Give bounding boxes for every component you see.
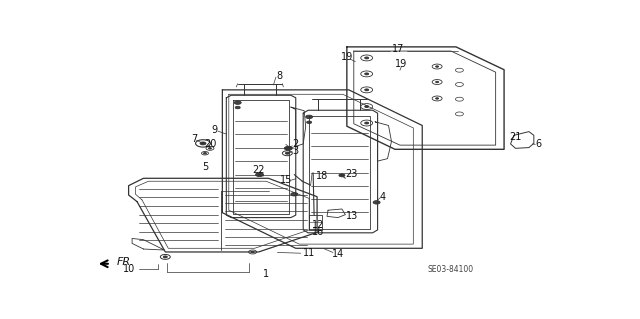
Circle shape [373, 201, 380, 204]
Text: FR.: FR. [116, 257, 134, 267]
Circle shape [365, 89, 369, 91]
Circle shape [236, 106, 240, 109]
Circle shape [307, 121, 312, 123]
Text: 13: 13 [346, 211, 358, 221]
Text: 19: 19 [396, 59, 408, 69]
Text: 2: 2 [292, 139, 299, 149]
Text: 16: 16 [312, 227, 324, 237]
Circle shape [339, 174, 345, 177]
Circle shape [255, 173, 264, 177]
Text: 18: 18 [316, 171, 328, 181]
Circle shape [234, 101, 241, 104]
Text: 8: 8 [276, 70, 282, 81]
Text: 5: 5 [202, 162, 208, 172]
Text: 14: 14 [332, 249, 344, 259]
Circle shape [209, 148, 211, 149]
Text: 23: 23 [346, 169, 358, 179]
Circle shape [285, 152, 289, 154]
Circle shape [436, 81, 438, 83]
Text: 15: 15 [280, 175, 292, 185]
Circle shape [365, 57, 369, 59]
Circle shape [284, 146, 292, 150]
Circle shape [200, 142, 206, 145]
Text: 17: 17 [392, 44, 404, 54]
Circle shape [163, 256, 167, 258]
Text: 4: 4 [380, 192, 386, 202]
Text: 12: 12 [312, 220, 324, 230]
Circle shape [436, 98, 438, 99]
Circle shape [306, 115, 312, 119]
Text: 20: 20 [204, 139, 216, 149]
Circle shape [365, 73, 369, 75]
Text: 10: 10 [122, 264, 135, 274]
Circle shape [291, 193, 298, 196]
Text: 7: 7 [191, 134, 197, 144]
Text: 21: 21 [509, 132, 522, 142]
Circle shape [436, 66, 438, 67]
Circle shape [365, 122, 369, 124]
Text: 3: 3 [292, 146, 299, 156]
Text: 19: 19 [340, 52, 353, 63]
Circle shape [365, 106, 369, 108]
Text: SE03-84100: SE03-84100 [428, 265, 474, 274]
Text: 9: 9 [212, 125, 218, 135]
Circle shape [204, 152, 207, 154]
Text: 22: 22 [252, 165, 265, 175]
Text: 11: 11 [303, 248, 316, 258]
Circle shape [251, 251, 254, 253]
Text: 6: 6 [536, 139, 542, 149]
Text: 1: 1 [263, 269, 269, 279]
